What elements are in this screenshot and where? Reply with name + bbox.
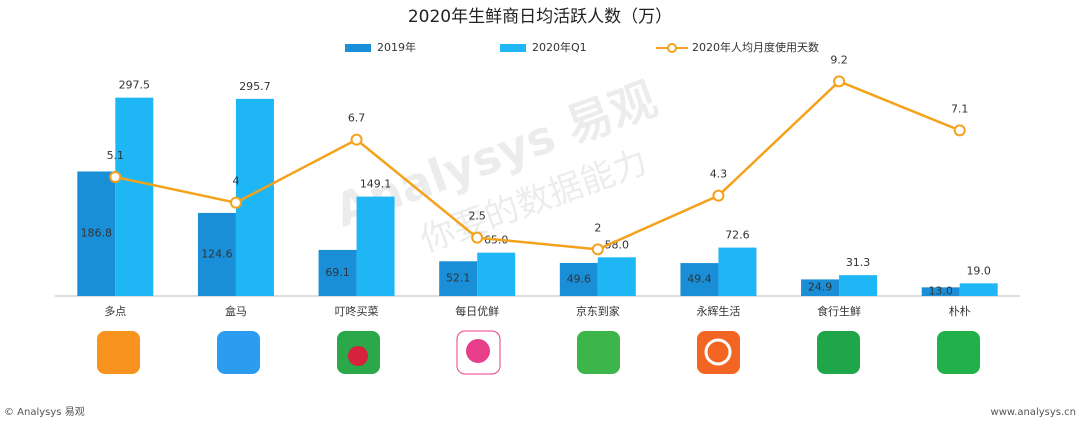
line-marker bbox=[350, 133, 363, 146]
value-label: 297.5 bbox=[119, 79, 151, 92]
x-tick-label: 叮咚买菜 bbox=[335, 304, 379, 318]
bar bbox=[318, 249, 357, 296]
footer-left: © Analysys 易观 bbox=[4, 406, 85, 418]
value-label: 2.5 bbox=[468, 210, 486, 223]
value-label: 24.9 bbox=[808, 281, 833, 294]
value-label: 295.7 bbox=[239, 80, 271, 93]
bar bbox=[839, 275, 878, 296]
line-marker bbox=[712, 189, 725, 202]
value-label: 58.0 bbox=[605, 238, 630, 251]
line bbox=[115, 79, 961, 251]
x-tick-label: 盒马 bbox=[225, 304, 247, 318]
value-label: 7.1 bbox=[951, 102, 969, 115]
bar bbox=[77, 171, 116, 296]
logo-shape bbox=[704, 338, 732, 366]
x-tick-label: 食行生鲜 bbox=[817, 304, 861, 318]
value-label: 13.0 bbox=[928, 285, 953, 298]
value-label: 49.6 bbox=[567, 272, 592, 285]
value-label: 6.7 bbox=[348, 112, 366, 125]
value-label: 72.6 bbox=[725, 229, 750, 242]
footer-right: www.analysys.cn bbox=[991, 407, 1076, 418]
bar bbox=[115, 97, 154, 297]
legend-swatch bbox=[345, 44, 371, 52]
bar bbox=[559, 262, 598, 296]
logo bbox=[577, 331, 620, 374]
bar bbox=[439, 261, 478, 296]
legend-swatch bbox=[667, 43, 677, 53]
value-label: 31.3 bbox=[846, 256, 871, 269]
value-label: 149.1 bbox=[360, 178, 392, 191]
chart-title: 2020年生鲜商日均活跃人数（万） bbox=[408, 7, 672, 27]
logos bbox=[97, 330, 980, 375]
bar bbox=[477, 252, 516, 296]
logo bbox=[97, 331, 140, 374]
x-tick-label: 朴朴 bbox=[949, 304, 971, 318]
legend-label: 2020年人均月度使用天数 bbox=[692, 40, 819, 54]
value-label: 186.8 bbox=[81, 227, 113, 240]
value-label: 9.2 bbox=[830, 53, 848, 66]
line-marker bbox=[109, 171, 122, 183]
line-marker bbox=[953, 124, 966, 137]
x-tick-label: 多点 bbox=[104, 304, 126, 318]
legend-label: 2019年 bbox=[377, 40, 416, 54]
value-label: 5.1 bbox=[107, 149, 125, 162]
logo bbox=[817, 331, 860, 374]
logo bbox=[697, 331, 740, 374]
x-tick-label: 每日优鲜 bbox=[455, 304, 499, 318]
logo-shape bbox=[466, 339, 490, 363]
bar bbox=[597, 257, 636, 296]
legend-swatch bbox=[500, 44, 526, 52]
value-label: 4 bbox=[232, 175, 239, 188]
logo bbox=[217, 331, 260, 374]
bar bbox=[801, 279, 840, 296]
value-label: 49.4 bbox=[687, 273, 712, 286]
bar bbox=[235, 98, 274, 296]
bar bbox=[680, 263, 719, 296]
x-tick-label: 京东到家 bbox=[576, 304, 620, 318]
line-marker bbox=[591, 243, 604, 256]
value-label: 4.3 bbox=[710, 168, 728, 181]
line-marker bbox=[229, 196, 242, 209]
bar bbox=[197, 212, 236, 296]
line-marker bbox=[471, 231, 484, 244]
legend-label: 2020年Q1 bbox=[532, 40, 587, 54]
bar bbox=[356, 196, 395, 296]
value-label: 2 bbox=[594, 221, 601, 234]
value-label: 69.1 bbox=[325, 266, 350, 279]
bar bbox=[959, 283, 998, 296]
bar bbox=[921, 287, 960, 296]
line-marker bbox=[833, 75, 846, 88]
value-label: 124.6 bbox=[201, 247, 233, 260]
bar bbox=[718, 247, 757, 296]
logo-shape bbox=[348, 346, 368, 366]
value-label: 52.1 bbox=[446, 272, 471, 285]
value-label: 19.0 bbox=[966, 264, 991, 277]
logo bbox=[937, 331, 980, 374]
x-tick-label: 永辉生活 bbox=[696, 304, 740, 318]
